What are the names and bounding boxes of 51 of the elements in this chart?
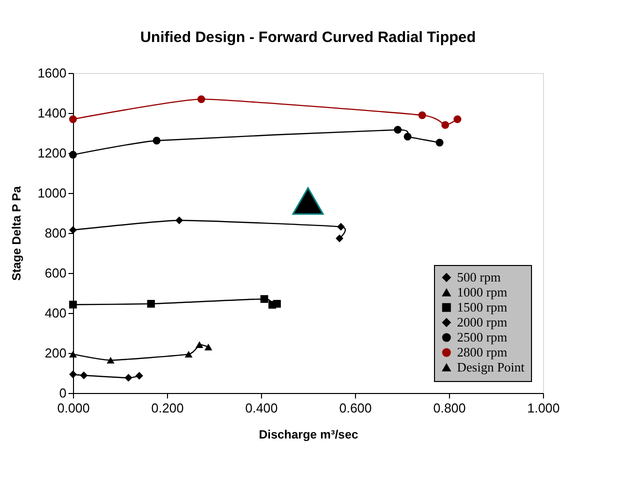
point (337, 222, 345, 231)
point (260, 295, 268, 303)
x-tick-label: 0.800 (433, 400, 466, 416)
point (152, 136, 161, 144)
y-tick-label: 200 (44, 346, 66, 360)
point (436, 138, 444, 146)
point (292, 187, 324, 215)
point (454, 115, 462, 124)
legend-label: 500 rpm (457, 270, 501, 284)
legend-label: 1000 rpm (457, 284, 508, 300)
x-axis-title: Discharge m³/sec (258, 428, 359, 442)
y-tick-label: 600 (44, 266, 66, 280)
point (80, 372, 88, 380)
y-tick-label: 400 (44, 306, 66, 320)
y-axis-title: Stage Delta P Pa (10, 186, 24, 281)
y-tick-label: 800 (44, 226, 66, 240)
y-tick-label: 1600 (38, 66, 66, 80)
x-tick-label: 0.200 (151, 400, 184, 416)
point (69, 300, 77, 308)
point (418, 111, 426, 120)
point (441, 121, 450, 129)
point (69, 115, 77, 124)
chart-title: Unified Design - Forward Curved Radial Tipped (140, 29, 476, 46)
y-tick-label: 1000 (38, 186, 66, 200)
point (196, 341, 204, 348)
point (124, 374, 132, 382)
legend-label: 1500 rpm (457, 300, 508, 314)
legend-label: Design Point (457, 360, 525, 374)
point (147, 300, 155, 308)
x-tick-label: 0.600 (339, 400, 372, 416)
y-tick-label: 1400 (38, 106, 66, 120)
x-tick-label: 0.400 (245, 400, 278, 416)
point (69, 226, 77, 234)
x-tick-label: 0.000 (57, 400, 90, 416)
legend-label: 2800 rpm (457, 344, 508, 360)
y-tick-label: 0 (59, 386, 66, 400)
point (404, 132, 412, 140)
point (135, 372, 144, 380)
point (197, 95, 206, 104)
point (336, 234, 344, 242)
x-tick-label: 1.000 (527, 400, 560, 416)
point (273, 300, 281, 308)
legend-label: 2000 rpm (457, 314, 508, 330)
y-tick-label: 1200 (38, 146, 66, 160)
point (394, 126, 402, 134)
point (106, 356, 114, 364)
point (184, 350, 192, 358)
point (69, 370, 77, 378)
legend-label: 2500 rpm (457, 330, 508, 344)
point (175, 216, 184, 224)
point (204, 344, 212, 350)
